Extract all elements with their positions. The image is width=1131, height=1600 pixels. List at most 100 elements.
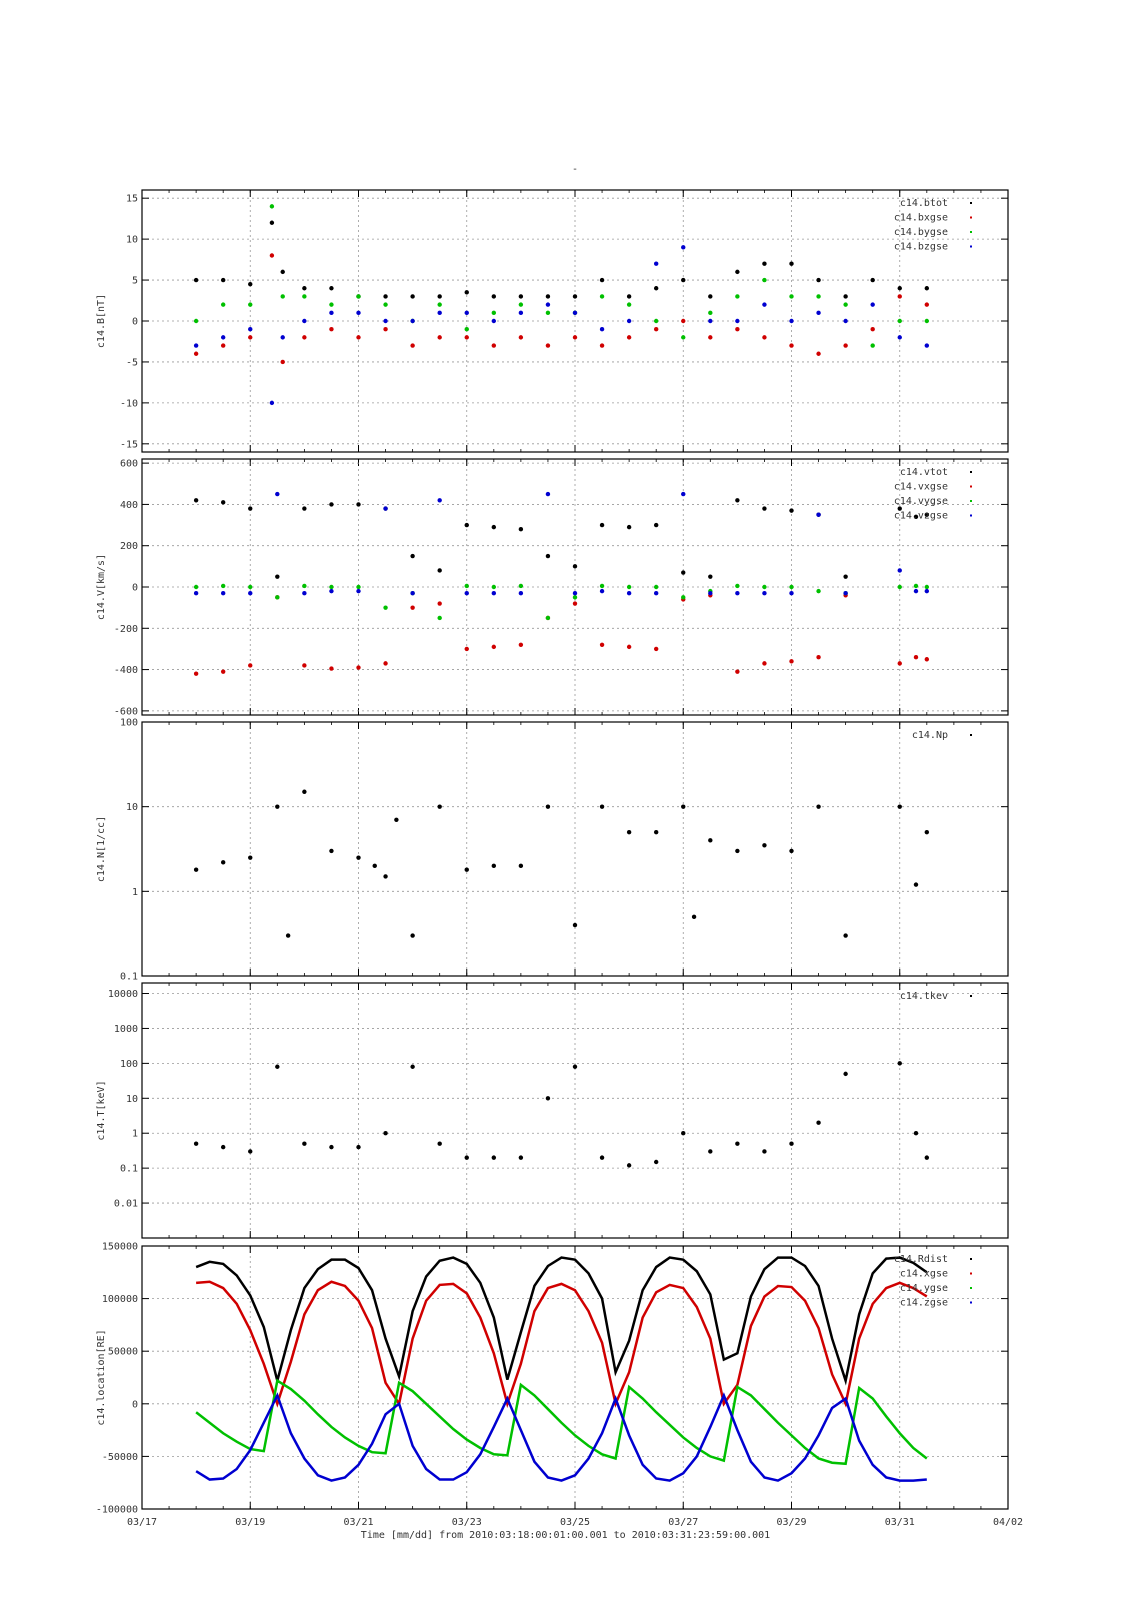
data-point xyxy=(816,294,821,299)
data-point xyxy=(708,310,713,316)
data-point xyxy=(356,502,361,507)
data-point xyxy=(913,588,919,594)
data-point xyxy=(437,498,442,503)
data-point xyxy=(653,261,659,266)
data-point xyxy=(437,615,442,621)
series-line xyxy=(196,1280,928,1409)
data-point xyxy=(356,310,361,316)
data-point xyxy=(437,335,442,340)
data-point xyxy=(437,294,442,299)
y-tick-label: -600 xyxy=(114,706,138,717)
data-point xyxy=(464,646,469,652)
data-point xyxy=(924,588,930,594)
x-tick-label: 03/31 xyxy=(885,1517,915,1528)
data-point xyxy=(248,302,253,307)
data-point xyxy=(410,343,415,348)
data-point xyxy=(789,508,794,513)
data-point xyxy=(193,351,199,356)
data-point xyxy=(870,343,875,348)
data-point xyxy=(762,506,767,511)
data-point xyxy=(269,400,275,406)
data-point xyxy=(464,583,469,589)
data-point xyxy=(924,286,930,291)
data-point xyxy=(626,294,632,299)
data-point xyxy=(626,1163,632,1168)
data-point xyxy=(464,590,469,596)
data-point xyxy=(329,1144,334,1150)
legend-marker xyxy=(970,231,972,233)
data-point xyxy=(897,286,902,291)
series-line xyxy=(195,1392,927,1482)
y-tick-label: 100 xyxy=(120,1059,138,1070)
data-point xyxy=(735,326,740,332)
data-point xyxy=(653,590,659,596)
y-tick-label: 0 xyxy=(132,1399,138,1410)
y-tick-label: -10 xyxy=(120,398,138,409)
legend-entry: c14.zgse xyxy=(900,1298,948,1309)
legend-marker xyxy=(970,216,972,219)
data-point xyxy=(897,294,902,299)
data-point xyxy=(913,882,919,887)
panel-4: 10000 1000 100 10 1 0.1 0.01 c14.T[keV] c14.tkev xyxy=(96,982,1009,1239)
data-point xyxy=(735,1141,740,1146)
data-point xyxy=(762,1149,767,1154)
panel-frame xyxy=(141,982,1009,1239)
data-point xyxy=(302,663,307,668)
series-c14-vzgse xyxy=(193,491,930,596)
y-tick-label: 1000 xyxy=(114,1024,138,1035)
data-point xyxy=(762,335,767,340)
data-point xyxy=(491,524,497,530)
data-point xyxy=(193,318,199,324)
data-point xyxy=(275,1064,280,1069)
data-point xyxy=(789,261,794,266)
data-point xyxy=(599,343,605,348)
y-tick-label: 100 xyxy=(120,718,138,729)
data-point xyxy=(735,318,740,324)
data-point xyxy=(924,343,930,348)
data-point xyxy=(302,318,307,324)
panel-frame xyxy=(141,721,1009,977)
data-point xyxy=(762,302,767,307)
data-point xyxy=(572,595,578,600)
data-point xyxy=(491,1155,497,1160)
data-point xyxy=(491,644,497,650)
data-point xyxy=(626,584,632,590)
y-tick-label: 1 xyxy=(132,887,138,898)
data-point xyxy=(653,522,659,528)
data-point xyxy=(913,1131,919,1136)
data-point xyxy=(280,359,285,365)
data-point xyxy=(329,326,334,332)
data-point xyxy=(735,590,740,596)
data-point xyxy=(626,644,632,650)
data-point xyxy=(708,590,713,596)
data-point xyxy=(572,590,578,596)
data-point xyxy=(708,1149,713,1154)
legend-entry: c14.tkev xyxy=(900,991,948,1002)
data-point xyxy=(843,574,848,579)
legend-entry: c14.vzgse xyxy=(894,511,948,522)
y-tick-label: 100000 xyxy=(102,1294,138,1305)
legend-marker xyxy=(970,734,972,736)
data-point xyxy=(599,588,605,594)
data-point xyxy=(843,302,848,307)
y-tick-label: 0.1 xyxy=(120,972,138,983)
data-point xyxy=(220,335,226,340)
legend-marker xyxy=(970,485,972,488)
data-point xyxy=(464,310,469,316)
data-point xyxy=(897,318,902,324)
data-point xyxy=(518,335,524,340)
data-point xyxy=(464,335,469,340)
data-point xyxy=(599,583,605,589)
y-tick-label: -100000 xyxy=(96,1505,138,1516)
series-c14-ygse xyxy=(195,1378,928,1466)
panel-frame xyxy=(141,458,1009,716)
data-point xyxy=(572,564,578,569)
data-point xyxy=(897,1061,902,1066)
y-axis-label: c14.N[1/cc] xyxy=(96,816,107,882)
legend-entry: c14.ygse xyxy=(900,1283,948,1294)
data-point xyxy=(913,654,919,660)
data-point xyxy=(329,666,334,671)
data-point xyxy=(464,522,469,528)
series-c14-xgse xyxy=(196,1280,928,1409)
data-point xyxy=(545,553,551,559)
